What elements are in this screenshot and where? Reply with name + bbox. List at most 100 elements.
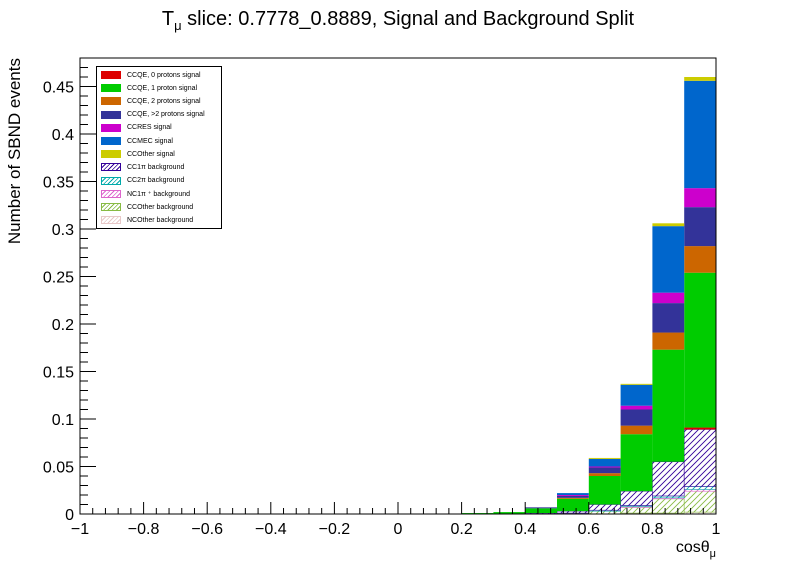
legend-swatch <box>101 84 121 93</box>
chart-title: Tμ slice: 0.7778_0.8889, Signal and Back… <box>161 8 635 33</box>
legend-swatch <box>101 176 121 185</box>
legend-label: CCQE, >2 protons signal <box>127 111 205 119</box>
legend-swatch <box>101 203 121 211</box>
bar-segment <box>588 467 621 474</box>
bar-segment <box>683 429 717 487</box>
y-tick-label: 0.35 <box>43 175 74 192</box>
legend-entry: CC2π background <box>101 175 184 187</box>
bar-segment <box>683 486 717 490</box>
legend-entry: CCRES signal <box>101 122 172 134</box>
bar-segment <box>620 409 653 426</box>
bar-segment <box>620 425 653 435</box>
x-tick-label: 0.6 <box>578 521 600 538</box>
legend-swatch <box>101 71 121 79</box>
bar-segment <box>525 508 557 514</box>
bar-segment <box>652 223 685 227</box>
legend-label: CCQE, 1 proton signal <box>127 84 198 92</box>
legend-label: NCOther background <box>127 216 194 224</box>
legend-entry: CCQE, >2 protons signal <box>101 109 205 121</box>
bar-segment <box>684 188 716 208</box>
legend-label: NC1π ⁺ background <box>127 190 190 198</box>
bar-segment <box>620 384 653 406</box>
bar-segment <box>620 405 653 410</box>
legend-entry: CCQE, 1 proton signal <box>101 82 197 94</box>
bar-segment <box>684 246 716 273</box>
y-tick-label: 0 <box>65 507 74 524</box>
legend-swatch <box>101 110 121 119</box>
y-tick-label: 0.05 <box>43 460 74 477</box>
legend-label: CCQE, 2 protons signal <box>127 97 201 105</box>
bar-segment <box>652 332 685 350</box>
y-tick-label: 0.3 <box>52 222 74 239</box>
bar-segment <box>652 498 685 514</box>
legend-swatch <box>101 150 121 159</box>
x-tick-label: −0.2 <box>319 521 351 538</box>
y-tick-label: 0.1 <box>52 412 74 429</box>
bar-segment <box>588 458 621 467</box>
legend-entry: NCOther background <box>101 214 193 226</box>
x-axis-label: cosθμ <box>676 539 716 560</box>
y-tick-label: 0.25 <box>43 270 74 287</box>
y-tick-label: 0.15 <box>43 365 74 382</box>
bar-segment <box>652 292 685 304</box>
legend-label: CCMEC signal <box>127 137 173 145</box>
bar-segment <box>620 434 653 492</box>
y-tick-label: 0.45 <box>43 80 74 97</box>
bar-segment <box>620 383 653 385</box>
legend-entry: NC1π ⁺ background <box>101 188 190 200</box>
bar-segment <box>652 461 685 497</box>
bar-segment <box>684 207 716 247</box>
x-tick-label: 1 <box>712 521 721 538</box>
legend-entry: CC1π background <box>101 161 184 173</box>
bar-segment <box>557 493 589 495</box>
bar-segment <box>652 303 685 333</box>
bar-segment <box>588 466 621 468</box>
bar-segment <box>620 490 653 506</box>
bar-segment <box>588 473 621 476</box>
bar-segment <box>620 507 653 514</box>
bar-segment <box>683 490 717 513</box>
legend-swatch <box>101 216 121 225</box>
bar-segment <box>525 507 557 509</box>
legend-swatch <box>101 97 121 106</box>
bar-segment <box>684 80 716 189</box>
legend-label: CC1π background <box>127 163 185 171</box>
x-tick-label: 0.8 <box>641 521 663 538</box>
legend-entry: CCQE, 2 protons signal <box>101 95 201 107</box>
legend-label: CC2π background <box>127 177 185 185</box>
y-axis-label: Number of SBND events <box>5 58 24 244</box>
bar-segment <box>684 77 716 81</box>
bar-segment <box>493 512 526 514</box>
bar-segment <box>556 510 590 514</box>
legend-label: CCOther background <box>127 203 194 211</box>
x-tick-label: 0.2 <box>450 521 472 538</box>
bar-segment <box>684 272 716 428</box>
bar-segment <box>652 226 685 293</box>
legend-entry: CCQE, 0 protons signal <box>101 69 201 81</box>
legend-label: CCRES signal <box>127 124 172 132</box>
x-tick-label: −1 <box>71 521 89 538</box>
x-tick-label: 0.4 <box>514 521 536 538</box>
y-tick-label: 0.2 <box>52 317 74 334</box>
bar-segment <box>588 476 621 505</box>
legend-entry: CCOther background <box>101 201 193 213</box>
legend-swatch <box>101 189 121 198</box>
x-tick-label: −0.8 <box>128 521 160 538</box>
bar-segment <box>588 457 621 459</box>
bar-segment <box>684 427 716 430</box>
legend-entry: CCOther signal <box>101 148 175 160</box>
chart-legend: CCQE, 0 protons signal CCQE, 1 proton sig… <box>96 66 222 229</box>
bar-segment <box>652 349 685 462</box>
legend-label: CCQE, 0 protons signal <box>127 71 201 79</box>
legend-swatch <box>101 163 121 172</box>
bar-segment <box>557 495 589 498</box>
legend-entry: CCMEC signal <box>101 135 173 147</box>
y-tick-label: 0.4 <box>52 127 74 144</box>
x-tick-label: −0.4 <box>255 521 287 538</box>
legend-label: CCOther signal <box>127 150 175 158</box>
x-tick-label: −0.6 <box>191 521 223 538</box>
bar-segment <box>557 495 589 496</box>
bar-segment <box>557 497 589 499</box>
bar-segment <box>557 498 589 512</box>
